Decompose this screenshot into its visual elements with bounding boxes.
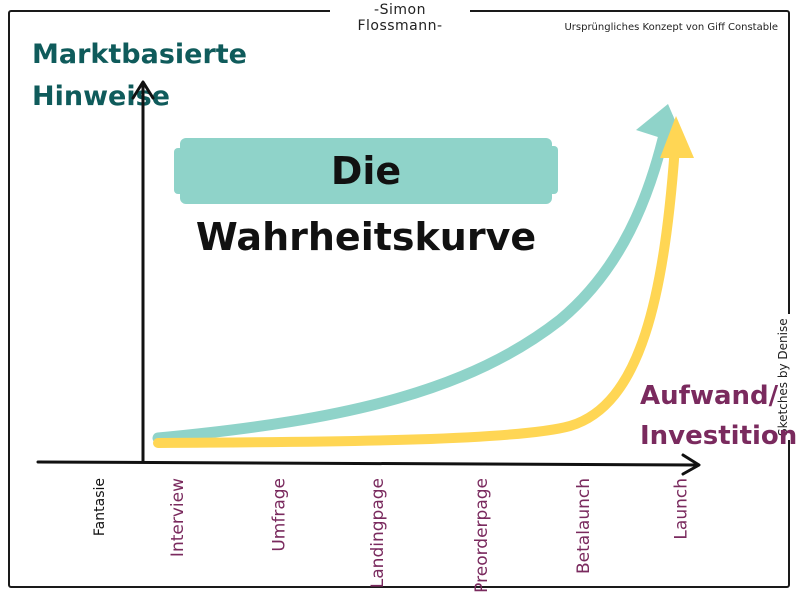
y-axis-arrowhead — [131, 80, 155, 100]
author-label: -Simon Flossmann- — [330, 2, 470, 34]
yellow-arrowhead — [660, 116, 694, 158]
stage-label-landingpage: Landingpage — [368, 478, 389, 589]
x-axis-label: Aufwand/ Investition — [640, 376, 797, 456]
diagram-title: Die Wahrheitskurve — [195, 149, 537, 259]
stage-label-launch: Launch — [671, 478, 692, 540]
stage-label-fantasie: Fantasie — [92, 478, 109, 537]
x-axis-arrowhead — [681, 453, 701, 476]
yellow-curve — [153, 127, 681, 448]
y-axis-label-line1: Marktbasierte — [32, 39, 247, 70]
teal-curve — [152, 112, 674, 444]
origin-note: Ursprüngliches Konzept von Giff Constabl… — [564, 22, 778, 33]
stage-label-umfrage: Umfrage — [269, 478, 290, 552]
x-axis-label-line2: Investition — [640, 421, 798, 451]
stage-label-interview: Interview — [168, 478, 189, 558]
stage-label-preorderpage: Preorderpage — [471, 478, 492, 593]
title-highlight: Die Wahrheitskurve — [174, 138, 558, 259]
x-axis — [36, 460, 700, 467]
stage-label-betalaunch: Betalaunch — [574, 478, 595, 575]
x-axis-label-line1: Aufwand/ — [640, 381, 779, 411]
